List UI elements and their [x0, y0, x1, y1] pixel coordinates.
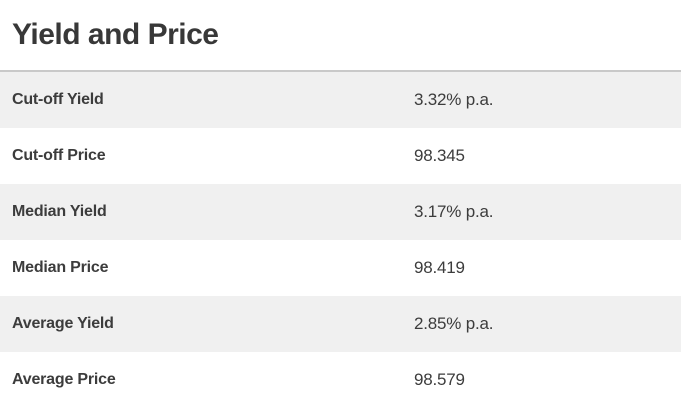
row-label: Cut-off Yield — [12, 91, 104, 108]
table-row: Average Yield 2.85% p.a. — [0, 296, 681, 352]
section-header: Yield and Price — [0, 0, 681, 70]
row-label: Median Yield — [12, 203, 107, 220]
table-row: Cut-off Yield 3.32% p.a. — [0, 72, 681, 128]
row-label: Average Price — [12, 371, 116, 388]
row-value: 3.32% p.a. — [414, 90, 494, 109]
yield-price-table: Cut-off Yield 3.32% p.a. Cut-off Price 9… — [0, 70, 681, 402]
row-label: Median Price — [12, 259, 109, 276]
table-row: Median Price 98.419 — [0, 240, 681, 296]
row-value: 98.419 — [414, 258, 465, 277]
table-row: Cut-off Price 98.345 — [0, 128, 681, 184]
page-title: Yield and Price — [12, 18, 219, 51]
row-value: 98.579 — [414, 370, 465, 389]
row-value: 2.85% p.a. — [414, 314, 494, 333]
row-label: Cut-off Price — [12, 147, 106, 164]
table-row: Median Yield 3.17% p.a. — [0, 184, 681, 240]
row-label: Average Yield — [12, 315, 114, 332]
table-row: Average Price 98.579 — [0, 352, 681, 402]
row-value: 3.17% p.a. — [414, 202, 494, 221]
row-value: 98.345 — [414, 146, 465, 165]
